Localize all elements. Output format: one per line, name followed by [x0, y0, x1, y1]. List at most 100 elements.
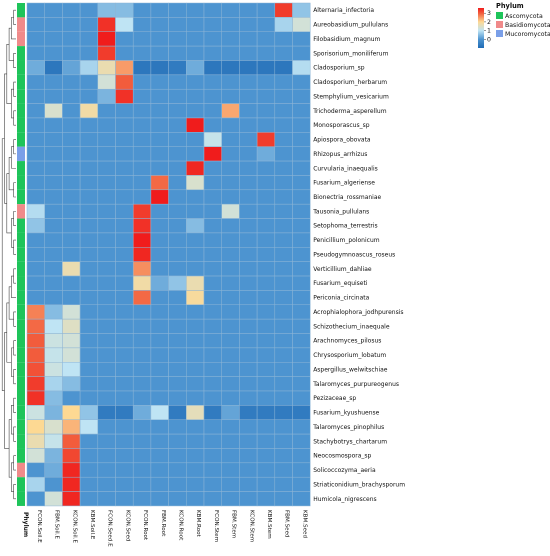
- column-label: FCON.Root: [142, 510, 148, 541]
- heatmap-cell: [115, 419, 134, 435]
- heatmap-cell: [79, 491, 99, 507]
- heatmap-cell: [62, 333, 81, 349]
- heatmap-cell: [186, 419, 205, 435]
- heatmap-cell: [292, 491, 311, 507]
- heatmap-cell: [97, 390, 116, 406]
- heatmap-cell: [256, 189, 276, 205]
- heatmap-cell: [274, 290, 293, 306]
- heatmap-cell: [221, 419, 240, 435]
- heatmap-cell: [62, 433, 81, 449]
- heatmap-cell: [256, 275, 276, 291]
- heatmap-cell: [292, 433, 311, 449]
- heatmap-cell: [79, 433, 99, 449]
- heatmap-cell: [132, 103, 152, 119]
- heatmap-cell: [150, 275, 169, 291]
- heatmap-cell: [274, 476, 293, 492]
- heatmap-cell: [132, 347, 152, 363]
- row-label: Periconia_circinata: [313, 295, 369, 302]
- heatmap-cell: [150, 146, 169, 162]
- heatmap-cell: [132, 433, 152, 449]
- heatmap-cell: [132, 45, 152, 61]
- heatmap-cell: [256, 232, 276, 248]
- heatmap-cell: [221, 117, 240, 133]
- heatmap-cell: [203, 318, 222, 334]
- heatmap-cell: [79, 31, 99, 47]
- row-label: Chrysosporium_lobatum: [313, 352, 386, 359]
- dendrogram-branch: [11, 462, 14, 492]
- heatmap-cell: [44, 74, 63, 90]
- heatmap-cell: [239, 275, 258, 291]
- heatmap-cell: [239, 491, 258, 507]
- heatmap-cell: [274, 275, 293, 291]
- heatmap-cell: [132, 261, 152, 277]
- heatmap-cell: [115, 290, 134, 306]
- phylum-annotation-cell: [17, 405, 25, 420]
- heatmap-cell: [186, 74, 205, 90]
- heatmap-cell: [62, 31, 81, 47]
- heatmap-cell: [150, 419, 169, 435]
- heatmap-cell: [97, 103, 116, 119]
- heatmap-cell: [62, 376, 81, 392]
- heatmap-cell: [150, 304, 169, 320]
- heatmap-cell: [115, 31, 134, 47]
- heatmap-cell: [26, 318, 45, 334]
- heatmap-cell: [221, 132, 240, 147]
- heatmap-cell: [168, 376, 187, 392]
- row-dendrogram: [1, 9, 16, 500]
- heatmap-cell: [79, 117, 99, 133]
- heatmap-cell: [26, 203, 45, 219]
- heatmap-cell: [186, 290, 205, 306]
- heatmap-cell: [221, 160, 240, 176]
- heatmap-cell: [115, 88, 134, 104]
- heatmap-cell: [221, 318, 240, 334]
- heatmap-cell: [97, 60, 116, 76]
- heatmap-cell: [256, 146, 276, 162]
- heatmap-cell: [26, 146, 45, 162]
- heatmap-cell: [221, 390, 240, 406]
- heatmap-cell: [150, 433, 169, 449]
- heatmap-cell: [221, 376, 240, 392]
- row-label: Pezizaceae_sp: [313, 395, 356, 402]
- heatmap-cell: [97, 117, 116, 133]
- heatmap-cell: [203, 333, 222, 349]
- heatmap-cell: [26, 405, 45, 420]
- heatmap-cell: [274, 433, 293, 449]
- heatmap-cell: [44, 333, 63, 349]
- heatmap-cell: [132, 333, 152, 349]
- heatmap-cell: [62, 491, 81, 507]
- heatmap-cell: [97, 376, 116, 392]
- heatmap-cell: [274, 347, 293, 363]
- heatmap-cell: [203, 462, 222, 478]
- heatmap-cell: [239, 462, 258, 478]
- heatmap-cell: [44, 275, 63, 291]
- heatmap-cell: [79, 103, 99, 119]
- heatmap-cell: [203, 419, 222, 435]
- row-label: Acrophialophora_jodhpurensis: [313, 309, 403, 316]
- heatmap-cell: [168, 333, 187, 349]
- phylum-annotation-cell: [17, 477, 25, 492]
- heatmap-cell: [292, 462, 311, 478]
- phylum-annotation-cell: [17, 117, 25, 133]
- heatmap-cell: [239, 419, 258, 435]
- dendrogram-branch: [11, 347, 14, 377]
- heatmap-cell: [44, 390, 63, 406]
- heatmap-cell: [62, 160, 81, 176]
- heatmap-cell: [221, 333, 240, 349]
- heatmap-cell: [62, 247, 81, 262]
- phylum-annotation-cell: [17, 17, 25, 32]
- heatmap-cell: [132, 491, 152, 507]
- heatmap-cell: [168, 304, 187, 320]
- heatmap-cell: [186, 318, 205, 334]
- row-label: Striaticonidium_brachysporum: [313, 481, 405, 488]
- heatmap-cell: [186, 175, 205, 191]
- heatmap-cell: [168, 74, 187, 90]
- heatmap-cell: [150, 290, 169, 306]
- phylum-annotation-cell: [17, 333, 25, 348]
- heatmap-cell: [150, 175, 169, 191]
- legend-item-label: Ascomycota: [505, 13, 543, 20]
- heatmap-cell: [132, 218, 152, 234]
- heatmap-cell: [97, 88, 116, 104]
- dendrogram-branch: [13, 52, 16, 68]
- heatmap-cell: [274, 103, 293, 119]
- heatmap-cell: [186, 203, 205, 219]
